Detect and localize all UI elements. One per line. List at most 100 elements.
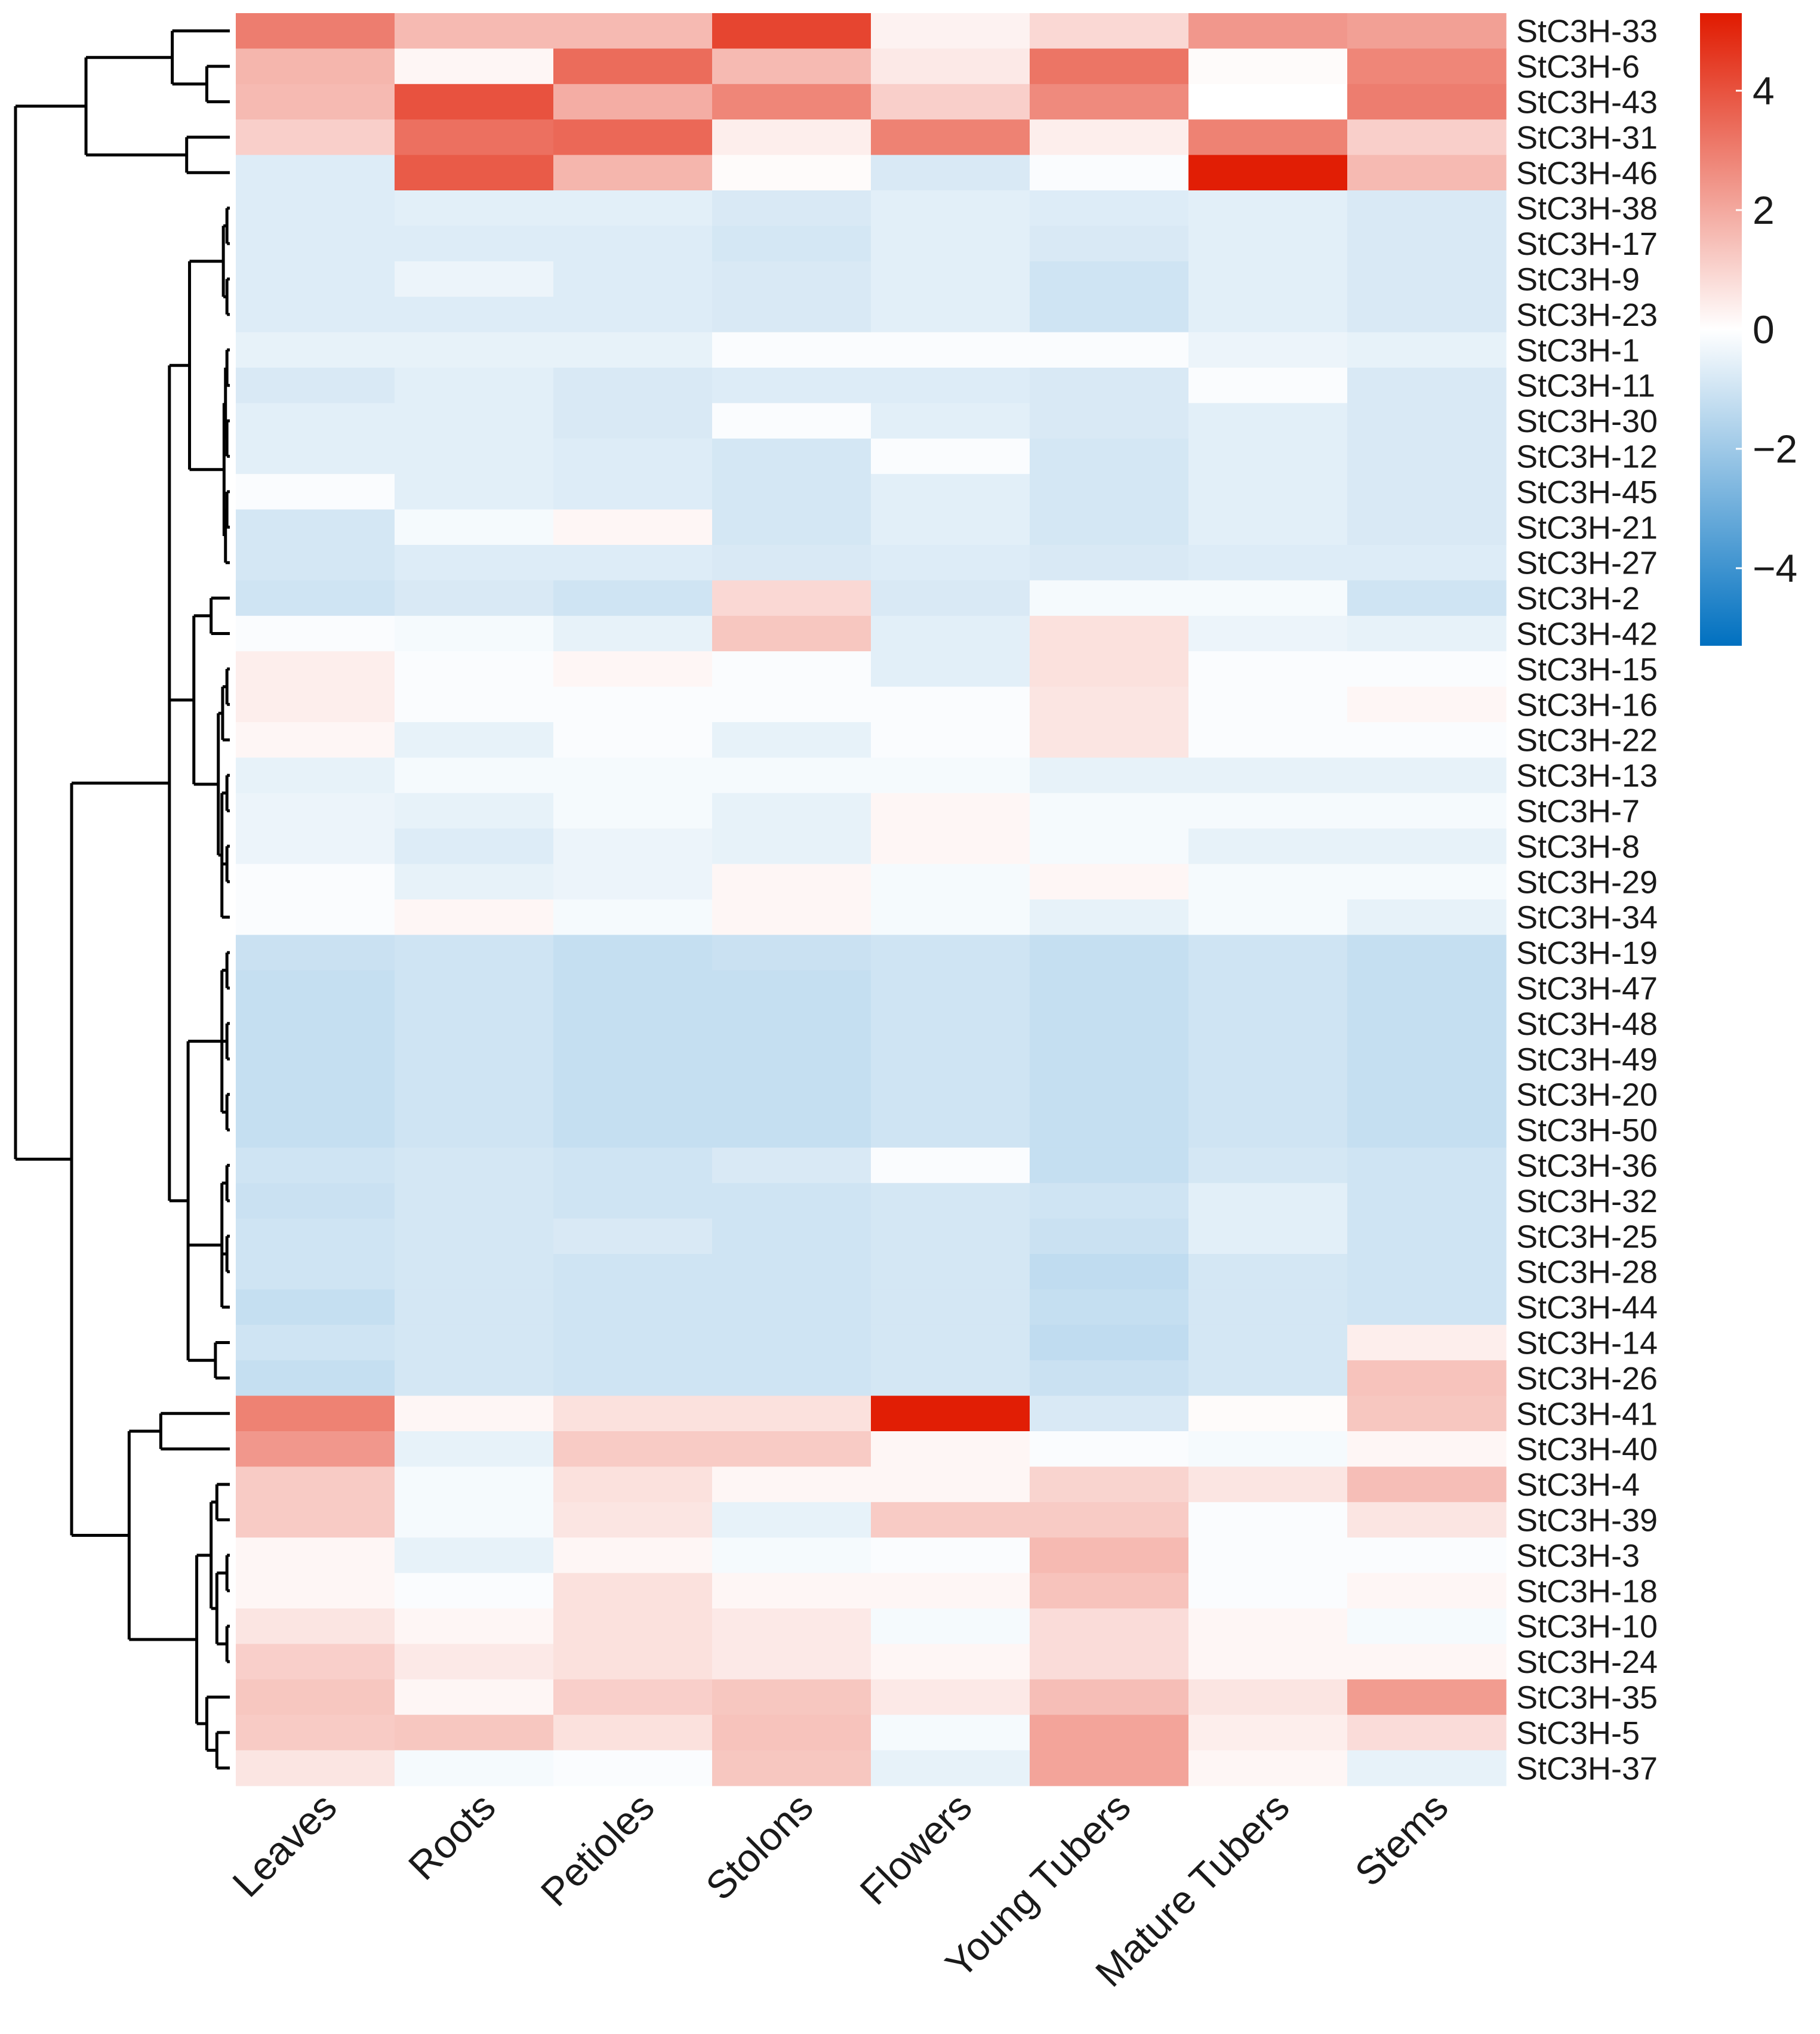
row-label: StC3H-33 [1516,14,1658,50]
heatmap-cell [236,545,395,581]
heatmap-cell [236,828,395,865]
heatmap-cell [1347,1573,1507,1609]
heatmap-cell [1347,332,1507,368]
dendrogram-branch [195,1554,211,1725]
row-label: StC3H-31 [1516,120,1658,156]
row-label: StC3H-1 [1516,332,1640,368]
heatmap-cell [712,119,871,156]
heatmap-cell [712,1431,871,1467]
heatmap-cell [236,899,395,935]
heatmap-cell [1188,722,1348,758]
heatmap-cell [1030,403,1189,439]
heatmap-cell [712,1715,871,1751]
heatmap-cell [1188,155,1348,191]
heatmap-cell [1188,1077,1348,1112]
heatmap-cell [553,155,713,191]
heatmap-cell [1347,155,1507,191]
heatmap-cell [1188,13,1348,49]
dendrogram-branch [225,1093,230,1132]
heatmap-cell [1188,864,1348,900]
heatmap-cell [236,651,395,688]
heatmap-cell [1347,686,1507,723]
heatmap-cell [395,1502,554,1538]
heatmap-cell [1347,1183,1507,1219]
heatmap-cell [712,757,871,794]
heatmap-cell [236,580,395,617]
heatmap-cell [1188,1537,1348,1574]
heatmap-cell [553,474,713,510]
heatmap-cell [395,155,554,191]
column-label: Leaves [224,1785,345,1906]
heatmap-cell [1030,1077,1189,1112]
heatmap-cell [1030,1679,1189,1715]
heatmap-cell [712,580,871,617]
heatmap-cell [712,1608,871,1644]
heatmap-cell [553,1183,713,1219]
heatmap-cell [1030,1112,1189,1148]
heatmap-cell [395,1431,554,1467]
heatmap-cell [712,155,871,191]
heatmap-cell [395,970,554,1006]
heatmap-cell [871,864,1030,900]
row-label: StC3H-32 [1516,1184,1658,1219]
heatmap-cell [395,474,554,510]
heatmap-cell [1188,686,1348,723]
heatmap-cell [395,899,554,935]
heatmap-cell [553,1077,713,1112]
heatmap-cell [712,1466,871,1503]
heatmap-cell [712,1218,871,1255]
heatmap-cell [236,332,395,368]
heatmap-cell [1347,1679,1507,1715]
heatmap-cell [1188,1147,1348,1184]
dendrogram-branch [217,711,223,857]
heatmap-cell [712,935,871,971]
heatmap-cell [1347,1750,1507,1786]
heatmap-cell [871,474,1030,510]
heatmap-cell [1188,1006,1348,1042]
row-label: StC3H-4 [1516,1467,1640,1503]
heatmap-cell [553,1360,713,1397]
heatmap-cell [395,261,554,297]
heatmap-cell [871,1395,1030,1432]
legend-tick-label: 0 [1753,307,1775,352]
heatmap-cell [1188,1324,1348,1361]
heatmap-cell [1030,722,1189,758]
heatmap-cell [1347,1644,1507,1680]
row-label: StC3H-8 [1516,829,1640,865]
heatmap-cell [236,864,395,900]
heatmap-cell [395,651,554,688]
heatmap-cell [712,899,871,935]
heatmap-cell [553,84,713,120]
heatmap-cell [395,686,554,723]
heatmap-cell [1030,615,1189,652]
legend-tick-label: −2 [1753,427,1797,471]
heatmap-cell [1188,48,1348,85]
heatmap-cell [1347,1254,1507,1290]
heatmap-cell [395,1715,554,1751]
heatmap-cell [395,226,554,262]
heatmap-cell [712,190,871,226]
heatmap-cell [712,1077,871,1112]
row-label: StC3H-43 [1516,85,1658,121]
heatmap-cell [1188,545,1348,581]
heatmap-cell [1347,1395,1507,1432]
heatmap-cell [553,899,713,935]
heatmap-cell [1188,615,1348,652]
heatmap-cell [1030,1289,1189,1326]
heatmap-cell [1030,1608,1189,1644]
dendrogram-branch [225,278,230,316]
heatmap-cell [553,686,713,723]
heatmap-cell [1030,1183,1189,1219]
heatmap-cell [236,1644,395,1680]
heatmap-cell [712,403,871,439]
heatmap-cell [395,438,554,474]
heatmap-cell [712,1183,871,1219]
heatmap-cell [395,722,554,758]
dendrogram-branch [214,1341,230,1380]
heatmap-cell [395,1289,554,1326]
dendrogram-branch [215,1731,230,1770]
heatmap-cell [1030,1750,1189,1786]
heatmap-cell [1347,1289,1507,1326]
heatmap-cell [395,1395,554,1432]
